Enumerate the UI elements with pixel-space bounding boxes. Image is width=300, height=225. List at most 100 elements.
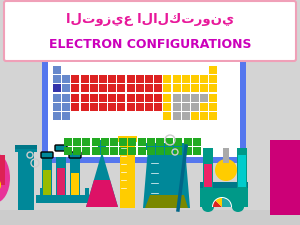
Bar — [15, 145, 37, 149]
Bar — [200, 94, 208, 102]
Bar — [174, 138, 182, 146]
Bar — [182, 75, 190, 83]
Bar — [184, 138, 192, 146]
Bar — [145, 94, 153, 102]
Bar — [108, 84, 116, 92]
Bar — [53, 84, 61, 92]
Bar — [164, 84, 171, 92]
Bar — [136, 94, 144, 102]
Bar — [200, 75, 208, 83]
Wedge shape — [216, 198, 222, 207]
Bar — [191, 112, 199, 120]
Bar — [18, 148, 34, 210]
Wedge shape — [222, 198, 231, 207]
Bar — [0, 210, 300, 225]
Bar — [154, 94, 162, 102]
Bar — [209, 84, 217, 92]
Bar — [136, 75, 144, 83]
Bar — [119, 138, 127, 146]
Bar — [145, 84, 153, 92]
Bar — [62, 84, 70, 92]
Bar — [154, 75, 162, 83]
Bar — [203, 148, 213, 188]
Bar — [40, 188, 44, 203]
FancyBboxPatch shape — [69, 152, 81, 158]
Bar — [92, 147, 100, 155]
Ellipse shape — [215, 159, 237, 181]
Bar — [101, 138, 109, 146]
Bar — [127, 75, 135, 83]
Bar — [99, 84, 107, 92]
Bar — [71, 84, 80, 92]
Bar — [62, 103, 70, 111]
Bar — [108, 103, 116, 111]
Bar — [191, 94, 199, 102]
Bar — [108, 75, 116, 83]
Bar — [191, 103, 199, 111]
Bar — [127, 94, 135, 102]
Bar — [81, 103, 88, 111]
Bar — [193, 138, 201, 146]
Bar — [165, 138, 173, 146]
Bar — [182, 112, 190, 120]
Bar — [182, 103, 190, 111]
Ellipse shape — [0, 176, 1, 194]
Bar — [156, 147, 164, 155]
Bar — [108, 94, 116, 102]
Bar — [156, 138, 164, 146]
Bar — [145, 75, 153, 83]
Bar — [182, 112, 190, 120]
Bar — [182, 84, 190, 92]
Bar — [172, 112, 181, 120]
Bar — [71, 94, 80, 102]
Bar — [42, 155, 52, 197]
Bar — [209, 94, 217, 102]
Bar — [53, 75, 61, 83]
Bar — [209, 66, 217, 74]
Bar — [56, 148, 66, 196]
Bar — [164, 112, 171, 120]
Bar — [73, 138, 81, 146]
Bar — [238, 155, 246, 187]
Bar — [172, 84, 181, 92]
Bar — [85, 188, 89, 203]
Bar — [270, 140, 300, 215]
FancyBboxPatch shape — [41, 152, 53, 158]
Bar — [0, 155, 5, 185]
Bar — [99, 103, 107, 111]
Bar — [117, 84, 125, 92]
Bar — [117, 103, 125, 111]
Bar — [99, 75, 107, 83]
Bar — [62, 112, 70, 120]
Bar — [98, 143, 106, 155]
Bar — [90, 103, 98, 111]
Bar — [57, 168, 65, 195]
Bar — [154, 84, 162, 92]
Bar — [96, 140, 108, 145]
Bar — [193, 147, 201, 155]
Bar — [184, 147, 192, 155]
Bar — [182, 103, 190, 111]
Bar — [147, 147, 155, 155]
Bar — [81, 75, 88, 83]
Bar — [172, 75, 181, 83]
Bar — [81, 94, 88, 102]
Bar — [165, 147, 173, 155]
Bar — [90, 75, 98, 83]
Bar — [182, 94, 190, 102]
Bar — [191, 84, 199, 92]
Bar — [200, 182, 248, 188]
Bar — [164, 75, 171, 83]
Bar — [71, 173, 79, 195]
Bar — [209, 112, 217, 120]
Bar — [53, 66, 61, 74]
Bar — [53, 112, 61, 120]
Bar — [90, 84, 98, 92]
FancyBboxPatch shape — [42, 56, 246, 163]
Bar — [172, 94, 181, 102]
Wedge shape — [213, 201, 222, 207]
Bar — [200, 112, 208, 120]
Polygon shape — [86, 180, 118, 207]
Bar — [62, 75, 70, 83]
Bar — [164, 94, 171, 102]
